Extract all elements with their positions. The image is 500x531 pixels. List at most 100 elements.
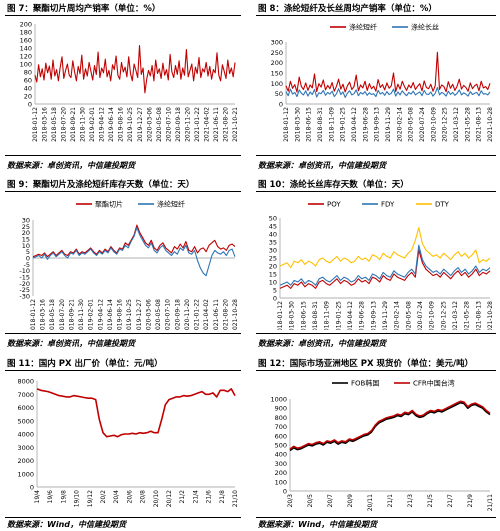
x-tick-label: 2019-02-01 bbox=[88, 299, 95, 330]
source-rule bbox=[5, 333, 241, 334]
x-tick-label: 2018-03-16 bbox=[40, 299, 47, 330]
x-tick-label: 2018-11-09 bbox=[328, 107, 335, 142]
y-tick-label: 120 bbox=[20, 53, 32, 61]
x-tick-label: 2019-06-14 bbox=[107, 299, 114, 330]
x-tick-label: 2020-07-24 bbox=[419, 107, 426, 142]
x-tick-label: 2019-04-12 bbox=[351, 107, 358, 142]
x-tick-label: 19/12 bbox=[87, 490, 94, 507]
series-line bbox=[289, 401, 491, 452]
x-tick-label: 2018-07-20 bbox=[59, 299, 66, 330]
y-tick-label: 5 bbox=[273, 287, 277, 295]
x-tick-label: 20/2 bbox=[100, 490, 107, 504]
chart-title: 图 11：国内 PX 出厂价（单位：元/吨） bbox=[7, 359, 163, 369]
y-tick-label: 160 bbox=[20, 37, 32, 45]
chart-panel: 图 10：涤纶长丝库存天数（单位：天） 0 5 10 15 20 25 30 35 40 45 50… bbox=[256, 178, 496, 352]
y-tick-label: 5000 bbox=[17, 417, 34, 425]
y-tick-label: 4000 bbox=[17, 431, 34, 439]
x-tick-label: 2018-01-12 bbox=[30, 299, 37, 330]
y-tick-label: 200 bbox=[20, 21, 32, 29]
x-tick-label: 2021-05-28 bbox=[464, 107, 471, 142]
x-tick-label: 2019-02-01 bbox=[89, 107, 96, 142]
x-tick-label: 20/3 bbox=[287, 494, 294, 508]
x-tick-label: 2020-05-08 bbox=[156, 107, 163, 142]
x-tick-label: 2020-11-20 bbox=[184, 299, 191, 330]
x-tick-label: 20/6 bbox=[126, 490, 133, 504]
x-tick-label: 20/7 bbox=[327, 494, 334, 508]
y-tick-label: -20 bbox=[19, 280, 30, 288]
y-tick-label: 25 bbox=[22, 223, 30, 231]
data-source: 数据来源：Wind，中信建投期货 bbox=[258, 520, 377, 529]
x-tick-label: 2018-03-30 bbox=[294, 107, 301, 142]
source-rule bbox=[256, 333, 496, 334]
y-tick-label: 2000 bbox=[17, 457, 34, 465]
x-tick-label: 2019-12-27 bbox=[136, 299, 143, 330]
x-tick-label: 2020-02-14 bbox=[394, 301, 401, 330]
x-tick-label: 2019-04-12 bbox=[99, 107, 106, 142]
y-tick-label: 45 bbox=[269, 223, 277, 231]
y-tick-label: 250 bbox=[271, 49, 283, 57]
y-tick-label: 30 bbox=[269, 247, 277, 255]
title-rule bbox=[5, 15, 241, 16]
y-tick-label: 0 bbox=[26, 255, 30, 263]
legend-label: POY bbox=[327, 201, 341, 209]
y-tick-label: 10 bbox=[269, 279, 277, 287]
x-tick-label: 2018-09-21 bbox=[68, 299, 75, 330]
x-tick-label: 21/8 bbox=[219, 490, 226, 504]
y-tick-label: 100 bbox=[271, 80, 283, 88]
x-tick-label: 2019-09-13 bbox=[370, 301, 377, 330]
x-tick-label: 2021-05-28 bbox=[464, 301, 471, 330]
x-tick-label: 19/6 bbox=[47, 490, 54, 504]
chart-title: 图 8：涤纶短纤及长丝周均产销率（单位：%） bbox=[258, 4, 437, 14]
series-line bbox=[32, 224, 236, 258]
data-source: 数据来源：卓创资讯，中信建投期货 bbox=[7, 339, 135, 348]
chart-panel: 图 7：聚酯切片周均产销率（单位：%） 0 20 40 60 80 100 120 140 16… bbox=[5, 2, 241, 176]
legend-label: 聚酯切片 bbox=[95, 200, 123, 209]
x-tick-label: 2019-10-25 bbox=[126, 299, 133, 330]
x-tick-label: 2021-10-28 bbox=[232, 299, 239, 330]
x-tick-label: 2021-10-21 bbox=[232, 107, 239, 142]
x-tick-label: 2020-05-08 bbox=[155, 299, 162, 330]
x-tick-label: 2019-06-28 bbox=[359, 301, 366, 330]
series-line bbox=[279, 244, 491, 286]
line-chart: 0 1000 2000 3000 4000 5000 6000 7000 8000 19/4 19/… bbox=[17, 378, 239, 508]
x-tick-label: 2020-07-10 bbox=[165, 107, 172, 142]
x-tick-label: 2019-01-25 bbox=[335, 301, 342, 330]
title-rule bbox=[5, 370, 241, 371]
x-tick-label: 2021-10-28 bbox=[487, 107, 494, 142]
y-tick-label: -5 bbox=[24, 261, 30, 269]
y-tick-label: 20 bbox=[22, 229, 30, 237]
y-tick-label: 400 bbox=[275, 451, 287, 459]
y-tick-label: 0 bbox=[273, 295, 277, 303]
x-tick-label: 2021-04-02 bbox=[203, 299, 210, 330]
y-tick-label: 50 bbox=[269, 215, 277, 223]
y-tick-label: 900 bbox=[275, 405, 287, 413]
chart-panel: 图 8：涤纶短纤及长丝周均产销率（单位：%） 0 50 100 150 200 250 30… bbox=[256, 2, 496, 176]
x-tick-label: 2019-04-12 bbox=[347, 301, 354, 330]
y-tick-label: 25 bbox=[269, 255, 277, 263]
y-tick-label: -25 bbox=[19, 286, 30, 294]
title-rule bbox=[256, 191, 496, 192]
x-tick-label: 2020-11-20 bbox=[184, 107, 191, 142]
x-tick-label: 20/12 bbox=[166, 490, 173, 507]
x-tick-label: 21/7 bbox=[447, 494, 454, 508]
x-tick-label: 2020-09-18 bbox=[175, 107, 182, 142]
x-tick-label: 2020-03-06 bbox=[145, 299, 152, 330]
y-tick-label: 0 bbox=[30, 484, 34, 492]
x-tick-label: 2018-06-15 bbox=[306, 107, 313, 142]
x-tick-label: 19/4 bbox=[34, 490, 41, 504]
y-tick-label: 150 bbox=[271, 70, 283, 78]
x-tick-label: 21/2 bbox=[179, 490, 186, 504]
legend-label: DTY bbox=[435, 201, 450, 209]
data-source: 数据来源：卓创资讯，中信建投期货 bbox=[258, 161, 386, 170]
x-tick-label: 2019-01-25 bbox=[340, 107, 347, 142]
chart-panel: 图 9：聚酯切片及涤纶短纤库存天数（单位：天） -30 -25 -20 -15 -10-… bbox=[5, 178, 241, 352]
x-tick-label: 20/9 bbox=[347, 494, 354, 508]
y-tick-label: 140 bbox=[20, 45, 32, 53]
x-tick-label: 21/5 bbox=[427, 494, 434, 508]
x-tick-label: 2021-03-12 bbox=[452, 301, 459, 330]
source-rule bbox=[5, 517, 241, 518]
x-tick-label: 2021-08-13 bbox=[475, 301, 482, 330]
x-tick-label: 2021-01-22 bbox=[194, 299, 201, 330]
